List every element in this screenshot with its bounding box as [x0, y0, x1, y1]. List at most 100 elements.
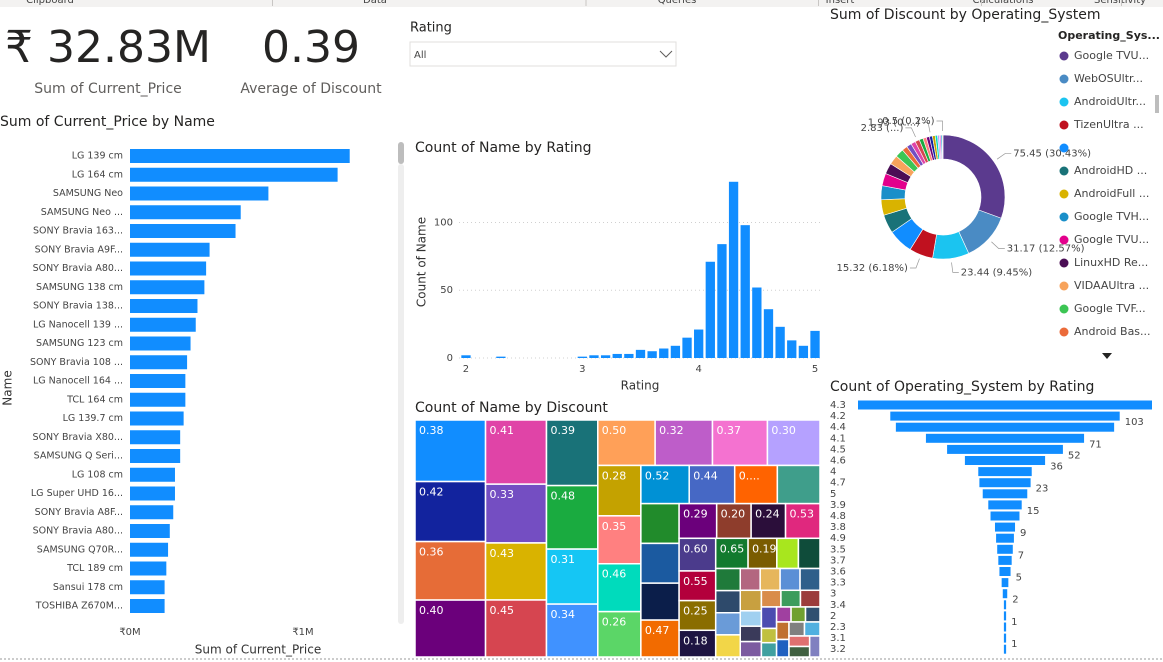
funnel-bar — [925, 433, 1085, 443]
y-tick-label: LG Super UHD 16... — [31, 488, 123, 499]
chart-title: Count of Name by Rating — [415, 140, 591, 156]
dropdown-chevron[interactable] — [659, 50, 673, 58]
y-tick-label: SONY Bravia 138... — [33, 301, 123, 312]
treemap-cell — [747, 537, 778, 570]
legend-title: Operating_Sys... — [1058, 29, 1160, 42]
y-tick-label: 50 — [440, 285, 453, 296]
cell-label: 0.39 — [550, 424, 575, 437]
x-tick-label: ₹0M — [119, 627, 140, 638]
y-tick-label: SONY Bravia X80... — [33, 432, 123, 443]
treemap-cell — [808, 635, 821, 658]
bar — [130, 242, 210, 257]
cell-label: 0.18 — [683, 634, 708, 647]
bar — [740, 225, 750, 358]
scrollbar-thumb[interactable] — [398, 142, 404, 164]
y-tick-label: LG 108 cm — [72, 469, 123, 480]
category-label: 4.9 — [830, 533, 846, 544]
bar — [600, 355, 611, 358]
data-label: 23.44 (9.45%) — [961, 267, 1032, 278]
scrollbar-thumb[interactable] — [1155, 95, 1159, 113]
legend-label: Google TVU... — [1074, 233, 1149, 246]
y-tick-label: SAMSUNG 123 cm — [36, 338, 123, 349]
cell-label: 0.41 — [490, 424, 515, 437]
bar — [130, 411, 184, 426]
legend-label: TizenUltra ... — [1073, 118, 1144, 131]
card-value: 0.39 — [262, 22, 360, 73]
funnel-bar — [988, 500, 1022, 510]
y-tick-label: SONY Bravia 163... — [33, 226, 123, 237]
legend-scroll-arrow[interactable] — [1102, 353, 1112, 359]
treemap-cell — [760, 641, 778, 658]
data-label: 36 — [1050, 462, 1063, 473]
bar — [496, 356, 506, 358]
y-tick-label: Sansui 178 cm — [53, 582, 123, 593]
funnel-bar — [1003, 644, 1007, 654]
treemap-cell — [788, 645, 811, 658]
y-tick-label: SAMSUNG Q Seri... — [34, 451, 123, 462]
bar — [130, 580, 165, 595]
slicer-dropdown[interactable] — [409, 41, 677, 67]
donut-slice — [942, 134, 1006, 219]
leader-line — [936, 120, 943, 132]
y-tick-label: LG 164 cm — [72, 169, 123, 180]
scrollbar-track[interactable] — [398, 164, 404, 624]
bar — [705, 261, 715, 358]
funnel-bar — [996, 533, 1014, 543]
treemap-cell — [799, 589, 821, 608]
category-label: 2 — [830, 611, 836, 622]
category-label: 5 — [830, 489, 836, 500]
legend-label: AndroidFull ... — [1074, 187, 1149, 200]
cell-label: 0.60 — [683, 542, 708, 555]
cell-label: 0.33 — [490, 488, 515, 501]
cell-label: 0.29 — [683, 508, 708, 521]
treemap-cell — [714, 567, 741, 592]
leader-line — [909, 258, 920, 269]
y-tick-label: TCL 164 cm — [66, 394, 123, 405]
treemap-cell — [780, 589, 802, 608]
bar — [670, 345, 681, 358]
ribbon-group-label: Data — [363, 0, 387, 6]
cell-label: 0.48 — [550, 490, 575, 503]
data-label: 2 — [1012, 595, 1018, 606]
bar — [130, 317, 196, 332]
funnel-bar — [1003, 611, 1007, 621]
cell-label: 0.36 — [419, 546, 444, 559]
cell-label: 0.32 — [659, 424, 684, 437]
bar — [130, 299, 198, 313]
treemap-cell — [803, 621, 821, 637]
funnel-bar — [947, 444, 1063, 454]
cell-label: 0.28 — [602, 469, 627, 482]
cell-label: 0.43 — [490, 547, 515, 560]
legend-swatch — [1059, 189, 1069, 199]
bar — [752, 287, 762, 358]
treemap-cell — [776, 537, 800, 570]
treemap-cell — [739, 625, 763, 643]
bar — [130, 542, 169, 557]
legend-label: AndroidUltr... — [1074, 95, 1146, 108]
bar — [130, 149, 350, 163]
funnel-bar — [990, 511, 1020, 521]
y-tick-label: SONY Bravia A9F... — [35, 244, 123, 255]
category-label: 4.3 — [830, 400, 846, 411]
cell-label: 0.42 — [419, 486, 444, 499]
legend-swatch — [1059, 74, 1069, 84]
bar — [589, 355, 599, 358]
legend-swatch — [1059, 143, 1069, 153]
bar — [624, 353, 634, 358]
treemap-cell — [779, 567, 801, 592]
bar — [130, 261, 207, 276]
treemap-cell — [760, 627, 778, 644]
bar — [130, 599, 165, 613]
y-tick-label: SONY Bravia 108 ... — [30, 357, 123, 368]
treemap-cell — [678, 502, 718, 540]
cell-label: 0.25 — [683, 605, 708, 618]
funnel-bar — [994, 522, 1016, 532]
treemap-cell — [640, 464, 690, 505]
treemap-cell — [760, 589, 782, 608]
bar — [659, 348, 669, 358]
bar — [717, 244, 727, 358]
bar — [647, 351, 657, 358]
x-tick-label: ₹1M — [292, 627, 313, 638]
treemap-cell — [750, 502, 787, 540]
